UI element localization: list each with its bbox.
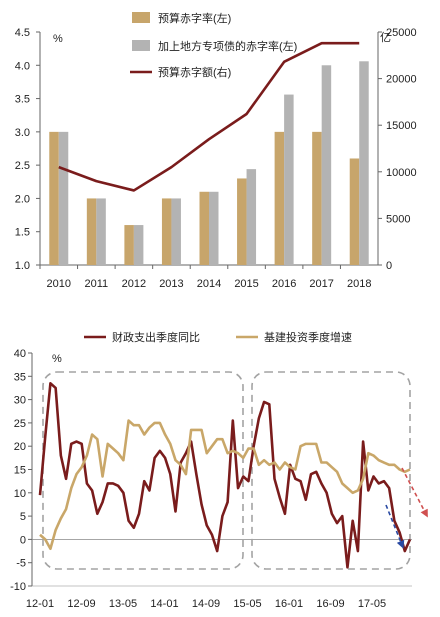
legend-swatch <box>132 40 150 51</box>
x-tick-label: 2010 <box>47 278 71 290</box>
right-axis-unit: 亿 <box>380 31 391 44</box>
legend-label: 加上地方专项债的赤字率(左) <box>158 39 297 53</box>
x-tick-label: 12-01 <box>26 598 54 610</box>
x-tick-label: 2014 <box>197 278 221 290</box>
left-tick-label: 2.5 <box>15 160 30 172</box>
right-tick-label: 15000 <box>386 120 417 132</box>
y-tick-label: 15 <box>14 465 26 477</box>
x-tick-label: 2012 <box>122 278 146 290</box>
y-tick-label: 25 <box>14 418 26 430</box>
budget-deficit-rate-bar <box>49 131 59 265</box>
deficit-rate-with-special-bonds-bar <box>209 191 219 265</box>
deficit-rate-with-special-bonds-bar <box>58 131 69 265</box>
left-tick-label: 3.0 <box>15 127 30 139</box>
y-tick-label: 20 <box>14 441 26 453</box>
deficit-rate-with-special-bonds-bar <box>284 94 294 265</box>
x-tick-label: 15-05 <box>233 598 261 610</box>
trend-arrow <box>385 504 405 549</box>
budget-deficit-rate-bar <box>349 158 360 265</box>
y-tick-label: 10 <box>14 488 26 500</box>
y-axis-unit: % <box>52 353 62 365</box>
budget-deficit-rate-bar <box>199 191 209 265</box>
left-tick-label: 1.0 <box>15 260 30 272</box>
y-tick-label: 40 <box>14 348 26 360</box>
y-tick-label: 0 <box>20 534 26 546</box>
y-tick-label: 5 <box>20 511 26 523</box>
deficit-rate-with-special-bonds-bar <box>321 65 332 266</box>
right-tick-label: 20000 <box>386 74 417 86</box>
legend-label: 预算赤字额(右) <box>158 65 231 79</box>
x-tick-label: 2015 <box>234 278 258 290</box>
y-tick-label: -5 <box>16 558 26 570</box>
right-tick-label: 0 <box>386 260 392 272</box>
budget-deficit-amount-line <box>58 41 360 192</box>
budget-deficit-rate-bar <box>237 178 247 265</box>
x-tick-label: 14-09 <box>192 598 220 610</box>
deficit-rate-with-special-bonds-bar <box>246 169 257 265</box>
x-tick-label: 2011 <box>85 278 109 290</box>
legend-label: 预算赤字率(左) <box>158 11 231 25</box>
left-axis-unit: % <box>53 33 63 45</box>
right-tick-label: 10000 <box>386 167 417 179</box>
y-tick-label: -10 <box>10 581 26 593</box>
budget-deficit-rate-bar <box>124 225 134 265</box>
left-tick-label: 4.0 <box>15 60 30 72</box>
x-tick-label: 16-09 <box>316 598 344 610</box>
left-tick-label: 4.5 <box>15 27 30 39</box>
deficit-chart: 1.0 1.5 2.0 2.5 3.0 3.5 4.0 4.5 0 5000 10000 15000 2… <box>15 11 417 290</box>
highlight-box <box>251 371 411 570</box>
right-tick-label: 25000 <box>386 27 417 39</box>
legend-label: 基建投资季度增速 <box>264 330 352 344</box>
legend-label: 财政支出季度同比 <box>112 330 200 344</box>
left-tick-label: 1.5 <box>15 227 30 239</box>
right-tick-label: 5000 <box>386 213 410 225</box>
legend-swatch <box>132 12 150 23</box>
x-tick-label: 13-05 <box>109 598 137 610</box>
deficit-rate-with-special-bonds-bar <box>133 225 144 265</box>
deficit-rate-with-special-bonds-bar <box>96 198 106 265</box>
fiscal-spending-line <box>38 381 412 569</box>
x-tick-label: 2016 <box>272 278 296 290</box>
left-tick-label: 3.5 <box>15 94 30 106</box>
y-tick-label: 30 <box>14 395 26 407</box>
x-tick-label: 12-09 <box>67 598 95 610</box>
x-tick-label: 14-01 <box>150 598 178 610</box>
x-tick-label: 2018 <box>347 278 371 290</box>
budget-deficit-rate-bar <box>86 198 97 265</box>
x-tick-label: 16-01 <box>275 598 303 610</box>
left-tick-label: 2.0 <box>15 193 30 205</box>
budget-deficit-rate-bar <box>274 131 285 265</box>
x-tick-label: 2017 <box>309 278 333 290</box>
infrastructure-investment-line <box>39 419 411 551</box>
fiscal-spending-infrastructure-chart: -10 -5 0 5 10 15 20 25 30 35 40 % 12-01 12-09 13-05 14-… <box>10 330 428 610</box>
deficit-rate-with-special-bonds-bar <box>171 198 181 265</box>
budget-deficit-rate-bar <box>312 131 322 265</box>
x-tick-label: 2013 <box>159 278 183 290</box>
x-tick-label: 17-05 <box>358 598 386 610</box>
y-tick-label: 35 <box>14 371 26 383</box>
trend-arrow <box>401 467 428 518</box>
deficit-rate-with-special-bonds-bar <box>359 61 369 265</box>
budget-deficit-rate-bar <box>161 198 172 265</box>
